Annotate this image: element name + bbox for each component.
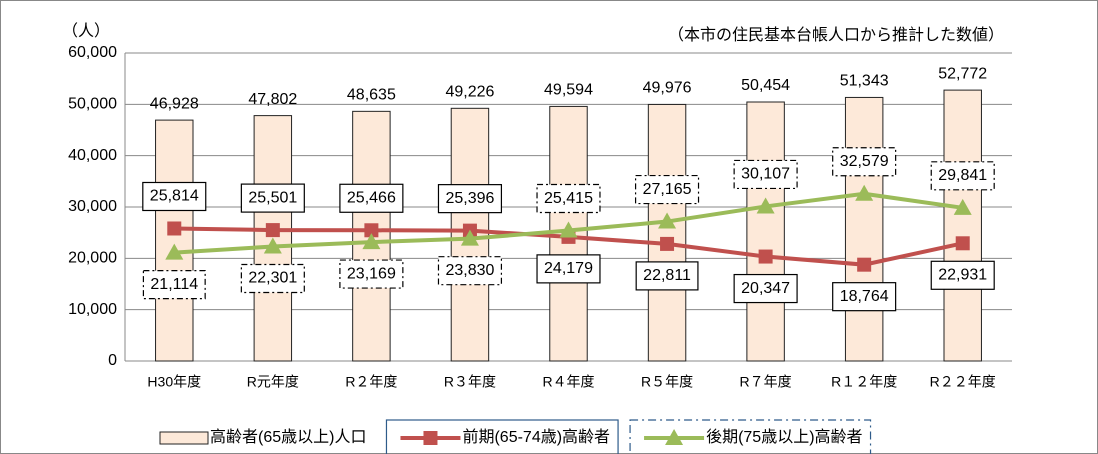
marker: [953, 198, 972, 215]
data-label: 23,830: [445, 262, 494, 279]
legend-label: 前期(65-74歳)高齢者: [462, 428, 610, 446]
data-label-box: [832, 147, 897, 177]
marker: [165, 243, 184, 260]
marker: [559, 221, 578, 238]
marker: [758, 249, 773, 264]
data-label-box: [437, 256, 503, 286]
x-tick-label: R５年度: [641, 374, 693, 390]
bar: [844, 96, 884, 362]
data-label: 25,466: [347, 189, 396, 206]
marker: [263, 237, 282, 254]
x-tick-label: H30年度: [147, 374, 201, 390]
y-tick-label: 50,000: [68, 96, 117, 113]
data-label: 25,415: [544, 190, 593, 207]
x-tick-label: R２年度: [345, 374, 397, 390]
data-label: 49,226: [445, 84, 494, 101]
data-label-box: [339, 183, 404, 213]
data-label: 22,301: [248, 270, 297, 287]
data-label: 22,811: [643, 267, 691, 284]
data-label: 25,396: [445, 190, 494, 207]
data-label-box: [142, 181, 207, 212]
x-tick-label: R７年度: [740, 374, 792, 390]
marker: [855, 184, 874, 201]
x-tick-label: R３年度: [444, 374, 496, 390]
marker: [658, 212, 677, 229]
bar: [746, 101, 785, 362]
data-label-box: [733, 159, 798, 190]
bar: [943, 89, 982, 362]
data-label-box: [437, 184, 503, 214]
x-tick-label: R１２年度: [831, 374, 897, 390]
y-tick-label: 40,000: [68, 147, 117, 164]
data-label: 18,764: [840, 288, 889, 305]
legend-box: [385, 419, 619, 454]
data-label-box: [240, 183, 305, 213]
data-label: 22,931: [938, 267, 987, 284]
note: （本市の住民基本台帳人口から推計した数値）: [668, 26, 1004, 44]
y-tick-label: 10,000: [68, 301, 117, 318]
marker: [660, 236, 675, 251]
data-label: 47,802: [248, 91, 297, 108]
data-label-box: [635, 261, 699, 291]
data-label-box: [240, 263, 305, 294]
data-label: 51,343: [840, 73, 889, 90]
legend-label: 高齢者(65歳以上)人口: [210, 428, 366, 446]
y-tick-label: 60,000: [68, 44, 117, 61]
data-label: 49,976: [643, 80, 692, 97]
bar: [155, 119, 194, 362]
data-label: 48,635: [347, 87, 396, 104]
data-label: 52,772: [938, 65, 987, 82]
data-label: 50,454: [741, 77, 790, 94]
x-tick-label: R４年度: [542, 374, 594, 390]
data-label: 29,841: [938, 167, 987, 184]
marker: [167, 221, 182, 236]
data-label: 30,107: [741, 166, 790, 183]
marker: [756, 197, 775, 214]
marker: [857, 257, 872, 272]
data-label: 46,928: [150, 95, 199, 112]
data-label: 21,114: [150, 276, 198, 293]
data-label: 20,347: [741, 280, 790, 297]
x-tick-label: R元年度: [247, 374, 299, 390]
legend-label: 後期(75歳以上)高齢者: [706, 428, 862, 446]
marker: [362, 233, 381, 250]
bar: [647, 103, 687, 362]
legend-marker: [423, 431, 438, 445]
data-label-box: [733, 273, 798, 304]
legend-box: [629, 419, 872, 454]
data-label-box: [339, 259, 404, 289]
y-tick-label: 30,000: [68, 198, 117, 215]
data-label-box: [930, 260, 995, 290]
data-label-box: [142, 270, 206, 300]
data-label: 32,579: [840, 153, 889, 170]
marker: [265, 223, 280, 238]
data-label: 25,501: [248, 189, 297, 206]
data-label: 27,165: [643, 181, 692, 198]
legend-marker: [665, 429, 684, 445]
data-label-box: [634, 174, 700, 205]
data-label: 24,179: [544, 260, 593, 277]
x-tick-label: R２２年度: [930, 374, 996, 390]
marker: [460, 229, 479, 246]
data-label: 49,594: [544, 82, 593, 99]
data-label-box: [832, 282, 897, 312]
y-unit-label: （人）: [62, 22, 110, 40]
y-tick-label: 20,000: [68, 250, 117, 267]
data-label: 25,814: [150, 188, 199, 205]
legend-swatch: [159, 431, 209, 445]
data-label: 23,169: [347, 265, 396, 282]
marker: [364, 223, 379, 238]
data-label-box: [930, 161, 995, 191]
y-tick-label: 0: [108, 352, 117, 369]
data-label-box: [536, 254, 601, 284]
data-label-box: [536, 183, 601, 214]
marker: [955, 236, 970, 251]
